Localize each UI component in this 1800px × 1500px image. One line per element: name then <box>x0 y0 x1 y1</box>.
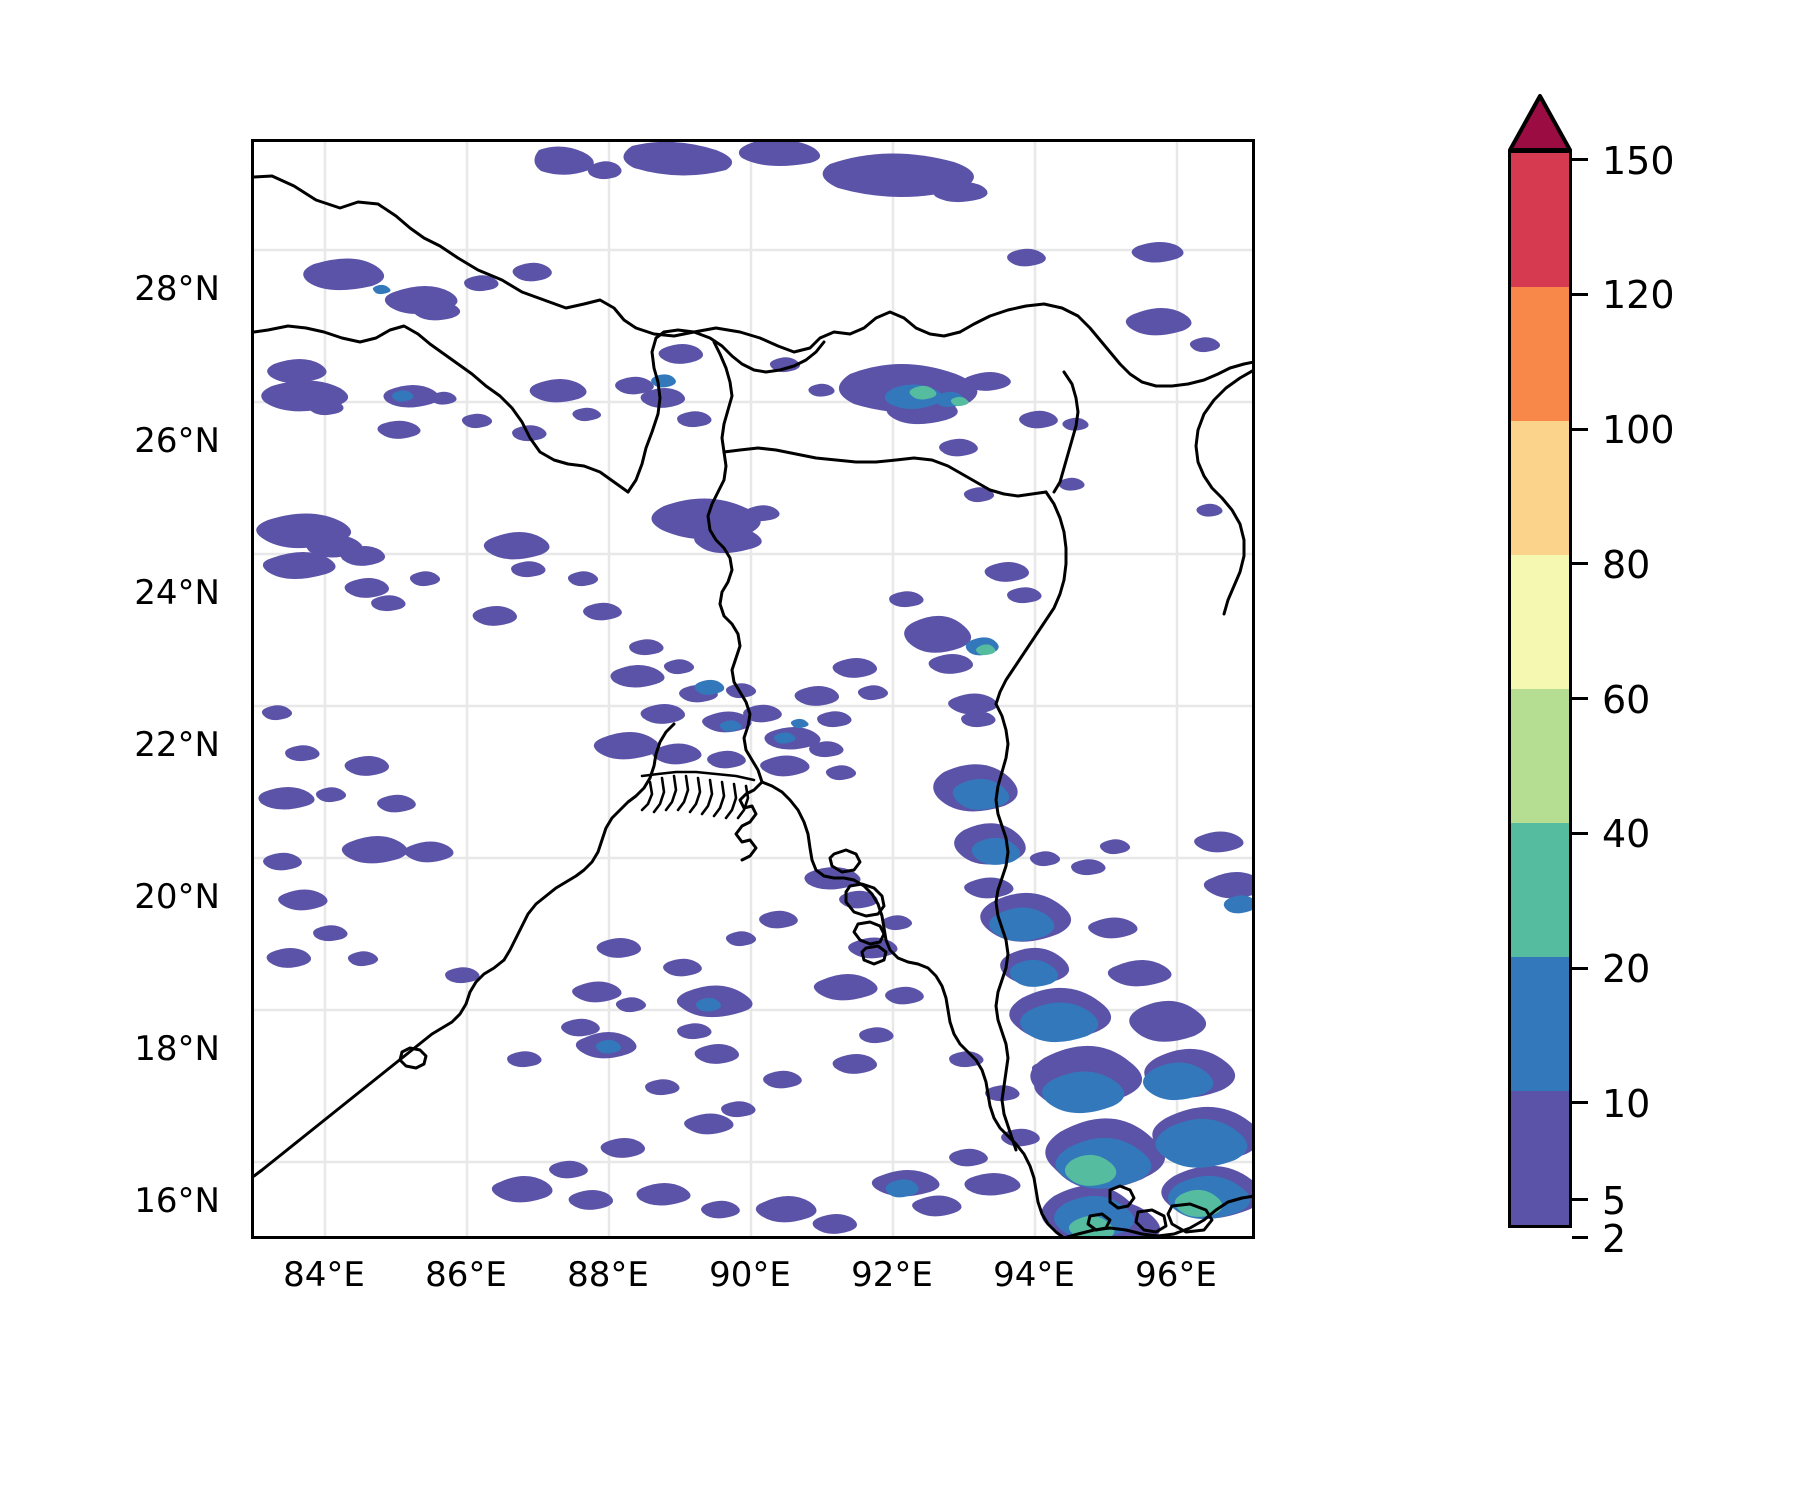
map-clip <box>254 142 1252 1236</box>
colorbar-tick-mark <box>1572 562 1588 566</box>
colorbar-band-40-60 <box>1511 689 1569 823</box>
colorbar-tick-mark <box>1572 1198 1588 1202</box>
colorbar-band-2-10 <box>1511 1091 1569 1225</box>
map-canvas <box>254 142 1252 1236</box>
colorbar-tick-mark <box>1572 427 1588 431</box>
xtick-label-88E: 88°E <box>567 1255 649 1295</box>
colorbar-tick-mark <box>1572 831 1588 835</box>
colorbar-tick-mark <box>1572 966 1588 970</box>
map-coastlines-borders <box>254 174 1252 1236</box>
ytick-label-16N: 16°N <box>134 1181 220 1221</box>
xtick-label-92E: 92°E <box>851 1255 933 1295</box>
longitude-axis-labels: 84°E 86°E 88°E 90°E 92°E 94°E 96°E <box>251 1239 1255 1319</box>
colorbar-tick-mark <box>1572 1236 1588 1239</box>
xtick-label-86E: 86°E <box>425 1255 507 1295</box>
ytick-label-26N: 26°N <box>134 421 220 461</box>
ytick-label-20N: 20°N <box>134 877 220 917</box>
colorbar-band-120-150 <box>1511 153 1569 287</box>
xtick-label-84E: 84°E <box>283 1255 365 1295</box>
colorbar-tick-mark <box>1572 292 1588 296</box>
latitude-axis-labels: 28°N 26°N 24°N 22°N 20°N 18°N 16°N <box>0 139 234 1239</box>
map-plot-area <box>251 139 1255 1239</box>
colorbar-gradient <box>1508 150 1572 1228</box>
ytick-label-24N: 24°N <box>134 573 220 613</box>
colorbar-over-arrow <box>1508 94 1572 152</box>
colorbar-tick-mark <box>1572 158 1588 161</box>
colorbar: 150 120 100 80 60 40 20 10 <box>1508 94 1675 1258</box>
colorbar-tick-mark <box>1572 697 1588 700</box>
colorbar-band-100-120 <box>1511 287 1569 421</box>
colorbar-band-10-20 <box>1511 957 1569 1091</box>
xtick-label-90E: 90°E <box>709 1255 791 1295</box>
ytick-label-28N: 28°N <box>134 269 220 309</box>
colorbar-tick-mark <box>1572 1101 1588 1105</box>
colorbar-band-20-40 <box>1511 823 1569 957</box>
rainfall-band-10-20mm <box>372 284 1252 1236</box>
xtick-label-94E: 94°E <box>993 1255 1075 1295</box>
colorbar-band-80-100 <box>1511 421 1569 555</box>
colorbar-band-60-80 <box>1511 555 1569 689</box>
xtick-label-96E: 96°E <box>1135 1255 1217 1295</box>
colorbar-ticks: 150 120 100 80 60 40 20 10 <box>1572 142 1752 1258</box>
ytick-label-22N: 22°N <box>134 725 220 765</box>
ytick-label-18N: 18°N <box>134 1029 220 1069</box>
